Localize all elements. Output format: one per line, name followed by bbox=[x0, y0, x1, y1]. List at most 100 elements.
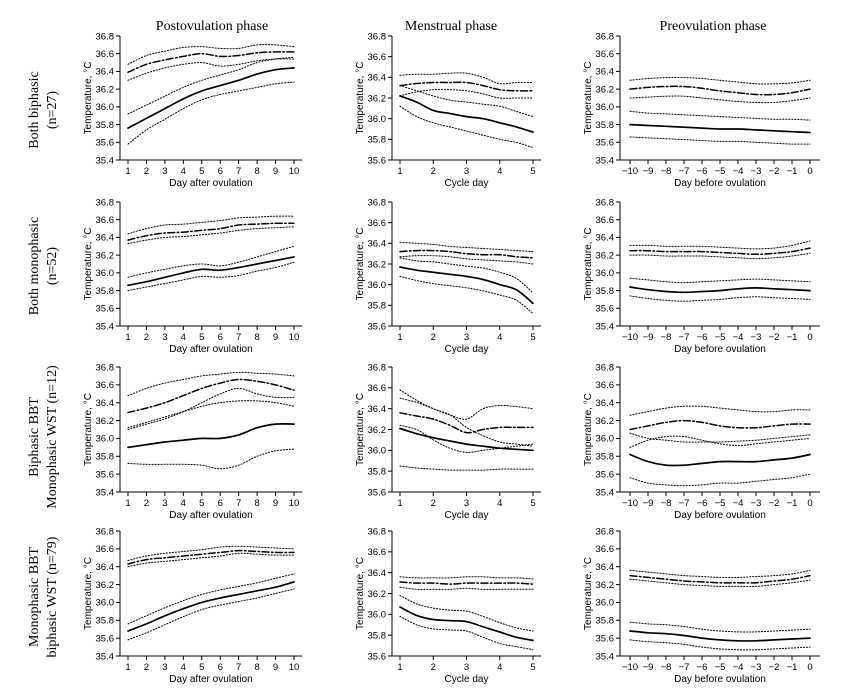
series-line-band-dotted bbox=[127, 261, 295, 292]
y-axis-label: Temperature, °C bbox=[583, 393, 594, 466]
series-line-band-dotted bbox=[629, 473, 811, 487]
x-tick-label: −8 bbox=[661, 332, 672, 343]
x-tick-label: 4 bbox=[497, 498, 502, 509]
series-line-band-dotted bbox=[629, 136, 811, 145]
y-tick-label: 35.4 bbox=[96, 651, 115, 662]
row-label-4-line-2: biphasic WST (n=79) bbox=[45, 536, 60, 657]
y-tick-label: 36.8 bbox=[96, 362, 115, 373]
chart-panel-r1c1: 35.4 35.6 35.8 36.0 36.2 36.4 36.6 36.8 1 2 3 4 5 6 7 8… bbox=[83, 31, 302, 189]
y-tick-label: 36.0 bbox=[368, 280, 387, 291]
y-tick-label: 35.8 bbox=[96, 616, 115, 627]
y-axis-label: Temperature, °C bbox=[355, 557, 366, 630]
x-tick-label: 4 bbox=[181, 332, 186, 343]
series-line-band-dotted bbox=[629, 240, 811, 250]
y-tick-label: 36.4 bbox=[596, 67, 615, 78]
y-tick-label: 36.2 bbox=[368, 589, 387, 600]
x-tick-label: 3 bbox=[162, 498, 167, 509]
series-line-band-dotted bbox=[127, 215, 295, 235]
y-tick-label: 35.4 bbox=[596, 321, 615, 332]
x-tick-label: 3 bbox=[464, 332, 469, 343]
chart-panel-r4c3: 35.435.635.836.036.236.436.636.8−10 −9 −8−… bbox=[583, 526, 820, 685]
series-line-mean-dashdot bbox=[629, 419, 811, 431]
x-tick-label: 4 bbox=[497, 166, 502, 177]
series-line-mean-dashdot bbox=[629, 247, 811, 256]
x-tick-label: −2 bbox=[769, 498, 780, 509]
series-line-band-dotted bbox=[399, 89, 534, 99]
y-tick-label: 36.6 bbox=[368, 218, 387, 229]
x-tick-label: 1 bbox=[125, 166, 130, 177]
x-tick-label: −6 bbox=[697, 332, 708, 343]
y-tick-label: 36.0 bbox=[96, 434, 115, 445]
x-tick-label: −1 bbox=[787, 498, 798, 509]
series-line-band-dotted bbox=[399, 255, 534, 265]
y-tick-label: 36.0 bbox=[96, 268, 115, 279]
series-line-band-dotted bbox=[399, 595, 534, 632]
series-line-band-dotted bbox=[399, 275, 534, 315]
y-tick-label: 36.0 bbox=[596, 268, 615, 279]
x-tick-label: −4 bbox=[733, 498, 744, 509]
column-title-preovulation: Preovulation phase bbox=[660, 19, 767, 34]
series-line-band-dotted bbox=[629, 405, 811, 416]
x-tick-label: 10 bbox=[289, 498, 300, 509]
series-line-band-dotted bbox=[127, 81, 295, 145]
x-tick-label: −3 bbox=[751, 332, 762, 343]
row-label-3-line-1: Biphasic BBT bbox=[27, 397, 42, 477]
y-tick-label: 35.6 bbox=[596, 633, 615, 644]
row-label-1-line-1: Both biphasic bbox=[27, 71, 42, 148]
x-tick-label: −3 bbox=[751, 662, 762, 673]
series-line-mean-dashdot bbox=[127, 51, 295, 74]
y-tick-label: 36.4 bbox=[96, 398, 115, 409]
y-tick-label: 35.6 bbox=[368, 651, 387, 662]
x-axis-label: Cycle day bbox=[445, 510, 489, 521]
series-line-mean-solid bbox=[399, 606, 534, 642]
y-tick-label: 36.8 bbox=[596, 526, 615, 537]
y-tick-label: 35.8 bbox=[596, 286, 615, 297]
x-tick-label: −3 bbox=[751, 166, 762, 177]
series-line-band-dotted bbox=[629, 435, 811, 448]
series-line-band-dotted bbox=[399, 424, 534, 453]
y-tick-label: 36.2 bbox=[368, 93, 387, 104]
y-tick-label: 36.0 bbox=[96, 598, 115, 609]
series-line-band-dotted bbox=[629, 432, 811, 443]
series-line-band-dotted bbox=[127, 545, 295, 561]
chart-panel-r1c3: 35.435.635.836.036.236.436.636.8−10 −9 −8−… bbox=[583, 31, 820, 189]
y-axis-label: Temperature, °C bbox=[355, 228, 366, 301]
y-tick-label: 36.8 bbox=[368, 31, 387, 42]
x-tick-label: 6 bbox=[218, 166, 223, 177]
y-tick-label: 36.2 bbox=[96, 580, 115, 591]
x-tick-label: 4 bbox=[181, 662, 186, 673]
x-tick-label: −8 bbox=[661, 662, 672, 673]
x-tick-label: −6 bbox=[697, 662, 708, 673]
series-line-mean-solid bbox=[127, 581, 295, 632]
y-tick-label: 36.4 bbox=[368, 404, 387, 415]
y-tick-label: 35.8 bbox=[596, 452, 615, 463]
y-tick-label: 35.6 bbox=[596, 138, 615, 149]
series-line-mean-dashdot bbox=[127, 222, 295, 241]
column-title-menstrual: Menstrual phase bbox=[405, 19, 497, 34]
y-tick-label: 35.6 bbox=[96, 469, 115, 480]
series-line-band-dotted bbox=[127, 588, 295, 641]
series-line-mean-dashdot bbox=[399, 581, 534, 585]
series-line-band-dotted bbox=[127, 448, 295, 470]
x-tick-label: 7 bbox=[236, 166, 241, 177]
y-tick-label: 35.4 bbox=[596, 487, 615, 498]
x-tick-label: 7 bbox=[236, 662, 241, 673]
series-line-band-dotted bbox=[629, 95, 811, 104]
x-tick-label: −8 bbox=[661, 498, 672, 509]
x-axis-label: Cycle day bbox=[445, 674, 489, 685]
x-tick-label: 3 bbox=[464, 498, 469, 509]
y-tick-label: 36.2 bbox=[368, 425, 387, 436]
y-tick-label: 36.8 bbox=[368, 362, 387, 373]
y-axis-label: Temperature, °C bbox=[583, 228, 594, 301]
x-tick-label: 2 bbox=[144, 332, 149, 343]
series-line-band-dotted bbox=[127, 552, 295, 568]
x-tick-label: −7 bbox=[679, 498, 690, 509]
x-tick-label: −1 bbox=[787, 332, 798, 343]
x-tick-label: −9 bbox=[643, 332, 654, 343]
y-tick-label: 36.6 bbox=[596, 380, 615, 391]
x-tick-label: 4 bbox=[181, 166, 186, 177]
x-tick-label: 9 bbox=[273, 332, 278, 343]
x-tick-label: 4 bbox=[181, 498, 186, 509]
series-line-band-dotted bbox=[399, 465, 534, 471]
y-tick-label: 36.6 bbox=[368, 52, 387, 63]
